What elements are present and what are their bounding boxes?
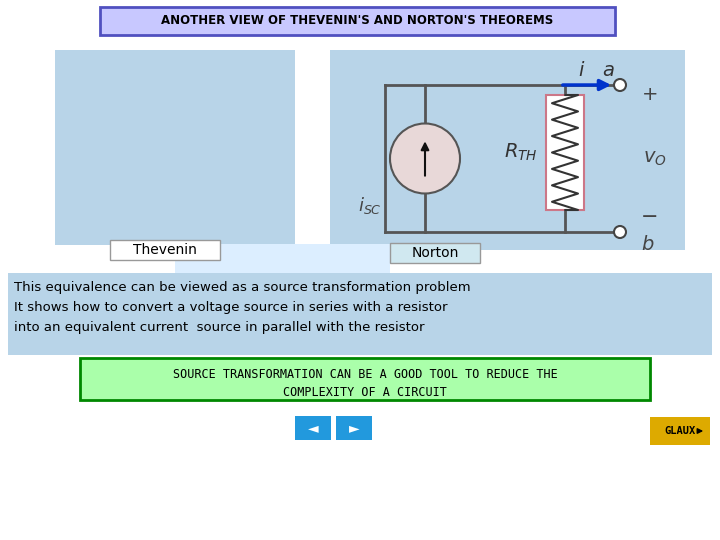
Text: $a$: $a$: [602, 60, 614, 79]
Text: −: −: [642, 207, 659, 227]
Circle shape: [390, 124, 460, 193]
Text: into an equivalent current  source in parallel with the resistor: into an equivalent current source in par…: [14, 321, 425, 334]
Circle shape: [614, 79, 626, 91]
Text: $R_{TH}$: $R_{TH}$: [504, 141, 538, 163]
FancyBboxPatch shape: [295, 416, 331, 440]
Text: +: +: [642, 85, 658, 105]
Text: $i$: $i$: [578, 60, 585, 79]
FancyBboxPatch shape: [110, 240, 220, 260]
FancyBboxPatch shape: [55, 50, 295, 245]
FancyBboxPatch shape: [650, 417, 710, 445]
FancyBboxPatch shape: [100, 7, 615, 35]
FancyBboxPatch shape: [546, 95, 584, 210]
FancyBboxPatch shape: [8, 273, 712, 355]
Text: Thevenin: Thevenin: [133, 243, 197, 257]
FancyBboxPatch shape: [336, 416, 372, 440]
Circle shape: [614, 226, 626, 238]
FancyBboxPatch shape: [175, 244, 390, 320]
Text: $b$: $b$: [642, 234, 654, 253]
Text: ANOTHER VIEW OF THEVENIN'S AND NORTON'S THEOREMS: ANOTHER VIEW OF THEVENIN'S AND NORTON'S …: [161, 15, 553, 28]
Text: SOURCE TRANSFORMATION CAN BE A GOOD TOOL TO REDUCE THE: SOURCE TRANSFORMATION CAN BE A GOOD TOOL…: [173, 368, 557, 381]
Text: $v_O$: $v_O$: [643, 148, 667, 167]
Text: ►: ►: [348, 421, 359, 435]
FancyBboxPatch shape: [80, 358, 650, 400]
Text: Norton: Norton: [411, 246, 459, 260]
Text: It shows how to convert a voltage source in series with a resistor: It shows how to convert a voltage source…: [14, 301, 448, 314]
Text: COMPLEXITY OF A CIRCUIT: COMPLEXITY OF A CIRCUIT: [283, 386, 447, 399]
Text: This equivalence can be viewed as a source transformation problem: This equivalence can be viewed as a sour…: [14, 281, 471, 294]
Text: $i_{SC}$: $i_{SC}$: [358, 194, 382, 215]
Text: ◄: ◄: [307, 421, 318, 435]
Text: GLAUX: GLAUX: [665, 426, 696, 436]
FancyBboxPatch shape: [390, 243, 480, 263]
FancyBboxPatch shape: [330, 50, 685, 250]
